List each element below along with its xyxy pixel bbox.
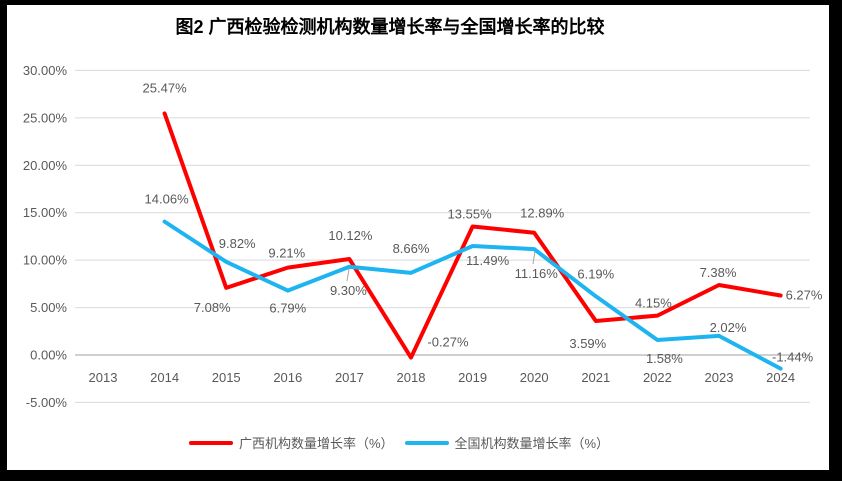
data-label-guangxi: 4.15%: [635, 296, 672, 311]
chart-title: 图2 广西检验检测机构数量增长率与全国增长率的比较: [175, 17, 605, 37]
data-label-guangxi: 12.89%: [520, 206, 565, 221]
data-label-guangxi: -0.27%: [427, 335, 469, 350]
chart-canvas: [7, 5, 829, 470]
series-line-guangxi: [162, 111, 783, 360]
legend-item-national: 全国机构数量增长率（%）: [404, 433, 610, 452]
data-label-guangxi: 10.12%: [328, 228, 373, 243]
x-tick-label: 2019: [458, 370, 487, 385]
data-label-national: 1.58%: [646, 351, 683, 366]
data-label-national: 11.16%: [515, 266, 559, 281]
data-label-national: 9.82%: [219, 236, 256, 251]
x-tick-label: 2022: [643, 370, 672, 385]
data-label-national: 6.19%: [577, 266, 614, 281]
national-line-swatch: [404, 440, 449, 445]
data-label-guangxi: 7.08%: [194, 300, 231, 315]
x-tick-label: 2017: [335, 370, 364, 385]
x-tick-label: 2021: [581, 370, 610, 385]
y-tick-label: 20.00%: [23, 158, 68, 173]
y-tick-label: -5.00%: [26, 395, 68, 410]
data-label-guangxi: 6.27%: [786, 288, 823, 303]
x-tick-label: 2024: [766, 370, 795, 385]
legend-label-national: 全国机构数量增长率（%）: [454, 436, 610, 451]
x-tick-label: 2020: [520, 370, 549, 385]
legend: 广西机构数量增长率（%） 全国机构数量增长率（%）: [0, 433, 820, 452]
series-line-national: [162, 219, 783, 371]
data-label-guangxi: 25.47%: [143, 80, 188, 95]
x-tick-label: 2016: [273, 370, 302, 385]
y-tick-label: 5.00%: [30, 300, 67, 315]
data-label-national: 11.49%: [466, 253, 510, 268]
data-label-guangxi: 9.21%: [268, 246, 305, 261]
y-tick-label: 0.00%: [30, 348, 67, 363]
data-label-national: 2.02%: [710, 320, 747, 335]
x-tick-label: 2014: [150, 370, 179, 385]
y-tick-label: 30.00%: [23, 63, 68, 78]
data-label-guangxi: 3.59%: [569, 336, 606, 351]
legend-item-guangxi: 广西机构数量增长率（%）: [188, 433, 394, 452]
y-tick-label: 15.00%: [23, 205, 68, 220]
label-leader-line: [532, 250, 536, 265]
y-tick-label: 10.00%: [23, 253, 68, 268]
x-tick-label: 2018: [397, 370, 426, 385]
x-tick-label: 2023: [705, 370, 734, 385]
data-label-national: 6.79%: [269, 301, 306, 316]
data-label-national: -1.44%: [772, 350, 814, 365]
data-label-national: 9.30%: [330, 283, 367, 298]
x-tick-label: 2013: [89, 370, 118, 385]
data-label-guangxi: 13.55%: [448, 206, 493, 221]
x-tick-label: 2015: [212, 370, 241, 385]
data-label-national: 14.06%: [145, 192, 190, 207]
guangxi-line-swatch: [188, 440, 233, 445]
data-label-national: 8.66%: [393, 241, 430, 256]
label-leader-line: [346, 268, 350, 282]
data-label-guangxi: 7.38%: [700, 265, 737, 280]
y-tick-label: 25.00%: [23, 110, 68, 125]
legend-label-guangxi: 广西机构数量增长率（%）: [238, 436, 394, 451]
